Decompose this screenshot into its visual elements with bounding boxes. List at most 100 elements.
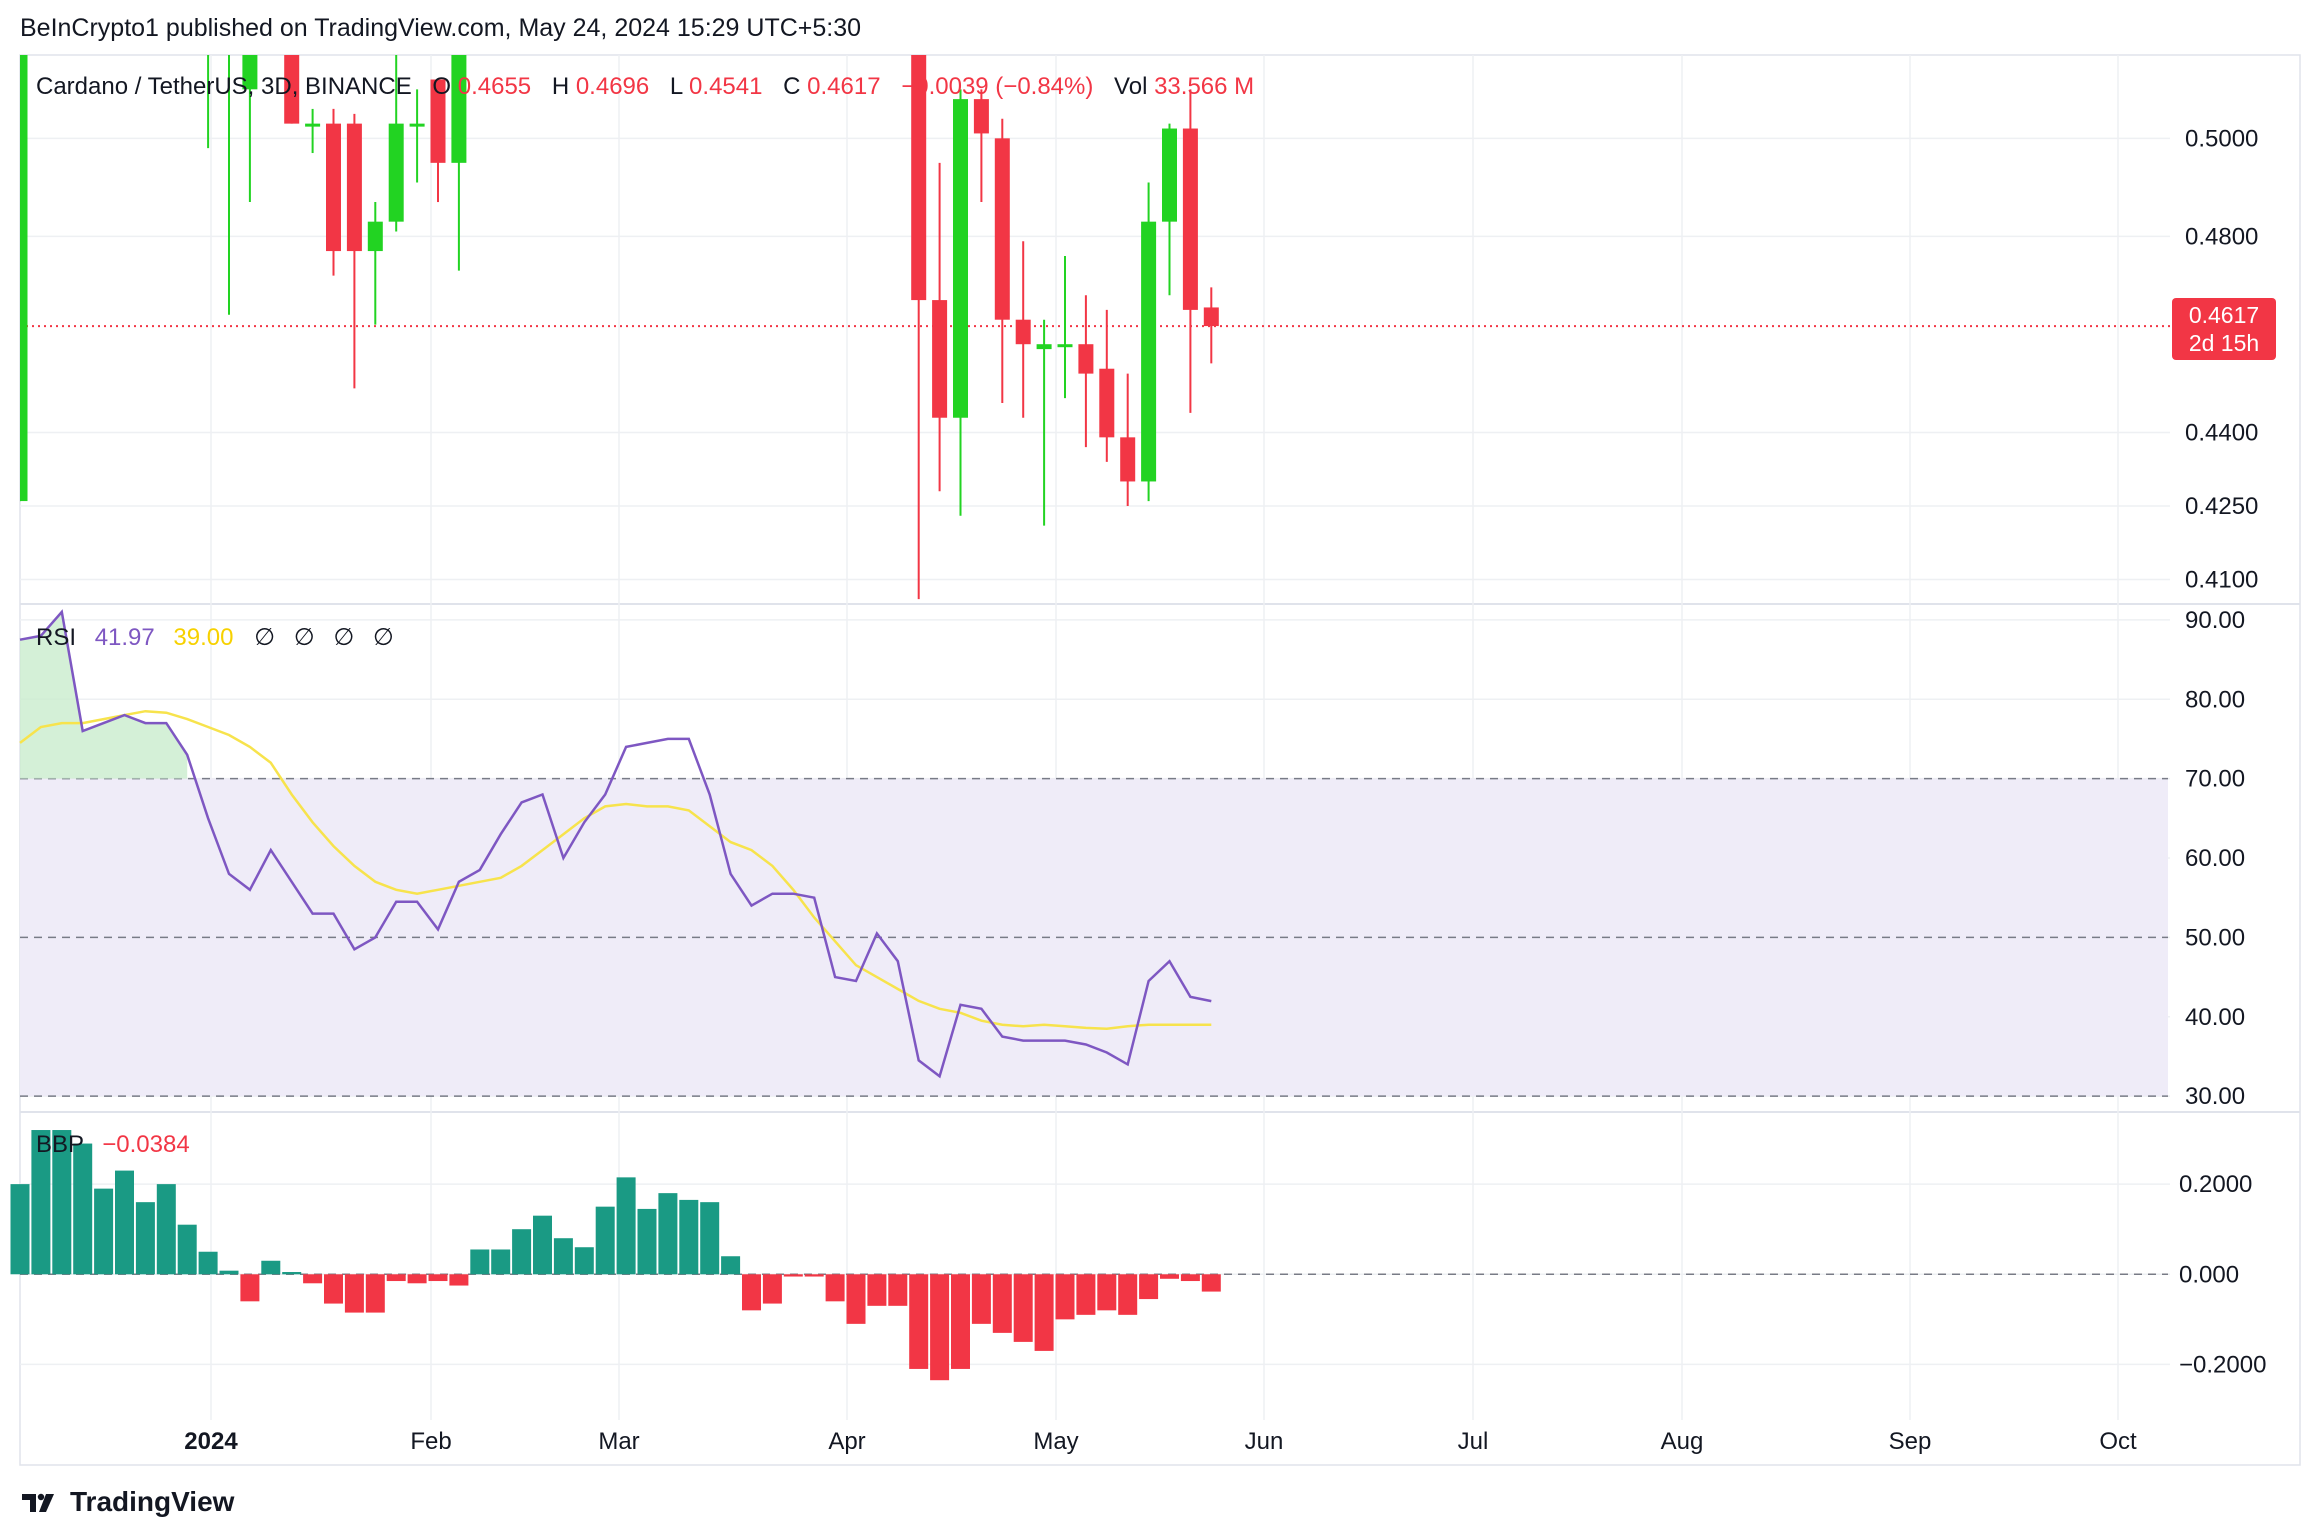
candle-body [1120, 437, 1136, 482]
bbp-bar [971, 1274, 991, 1324]
price-tick-label: 0.5000 [2185, 125, 2258, 152]
bbp-bar [1097, 1274, 1117, 1311]
candle-body [1162, 128, 1177, 222]
bbp-bar [261, 1260, 281, 1275]
x-tick-label: Jul [1458, 1428, 1489, 1455]
bbp-bar [344, 1274, 364, 1313]
bbp-bar [679, 1199, 699, 1275]
candlestick-series [20, 40, 1219, 600]
candle-body [1182, 128, 1198, 310]
current-price-tag: 0.4617 2d 15h [2172, 298, 2276, 360]
rsi-tick-label: 50.00 [2185, 924, 2245, 951]
legend-low-value: 0.4541 [689, 73, 762, 100]
bbp-bar [324, 1274, 343, 1304]
bbp-bar [888, 1274, 908, 1306]
bbp-bar [721, 1256, 741, 1275]
tradingview-logo[interactable]: TradingView [20, 1486, 234, 1518]
bbp-bar [825, 1274, 845, 1302]
price-tick-label: 0.4100 [2185, 566, 2258, 593]
price-tag-countdown: 2d 15h [2189, 330, 2259, 356]
rsi-overbought-fill [20, 611, 188, 779]
candle-body [284, 55, 300, 124]
candle-body [346, 123, 362, 252]
legend-high-value: 0.4696 [576, 73, 649, 100]
candle-body [409, 123, 425, 127]
legend-change: −0.0039 (−0.84%) [901, 73, 1093, 100]
candle-body [242, 55, 258, 90]
legend-low-label: L [670, 73, 683, 100]
bbp-legend: BBP −0.0384 [36, 1131, 190, 1158]
price-tag-background [2172, 298, 2276, 360]
main-legend: Cardano / TetherUS, 3D, BINANCE O 0.4655… [36, 73, 1254, 100]
chart-frame [19, 54, 2301, 1466]
candle-body [1036, 344, 1052, 350]
bbp-bar [52, 1130, 72, 1275]
bbp-bar [930, 1274, 950, 1381]
bbp-bar [762, 1274, 782, 1304]
bbp-bar [156, 1184, 176, 1275]
rsi-legend-value: 41.97 [95, 624, 155, 651]
tradingview-logo-icon [22, 1493, 54, 1512]
candle-body [932, 300, 948, 418]
bbp-bar [10, 1184, 30, 1275]
bbp-bar [658, 1193, 678, 1275]
bbp-bar [700, 1202, 720, 1275]
x-tick-label: Apr [828, 1428, 865, 1455]
price-tick-label: 0.4800 [2185, 223, 2258, 250]
bbp-legend-name: BBP [36, 1131, 84, 1158]
legend-symbol: Cardano / TetherUS, 3D, BINANCE [36, 73, 412, 100]
bbp-bar [867, 1274, 887, 1306]
bbp-bar [240, 1274, 260, 1302]
bbp-bar [470, 1249, 490, 1275]
candle-body [20, 55, 28, 502]
candle-body [1057, 344, 1073, 348]
rsi-tick-label: 40.00 [2185, 1004, 2245, 1031]
published-line: BeInCrypto1 published on TradingView.com… [20, 14, 862, 42]
bbp-tick-label: 0.000 [2179, 1261, 2239, 1288]
price-tag-value: 0.4617 [2189, 302, 2259, 328]
bbp-bar [428, 1274, 448, 1282]
price-tick-label: 0.4250 [2185, 493, 2258, 520]
candle-body [953, 99, 968, 418]
rsi-tick-label: 80.00 [2185, 686, 2245, 713]
legend-high-label: H [552, 73, 569, 100]
bbp-bar [804, 1274, 824, 1277]
bbp-tick-label: 0.2000 [2179, 1171, 2252, 1198]
tradingview-brand-text: TradingView [70, 1486, 235, 1517]
legend-close-label: C [783, 73, 800, 100]
bbp-bar [1055, 1274, 1075, 1320]
bbp-bar [1201, 1274, 1221, 1292]
bbp-bar [1034, 1274, 1054, 1351]
rsi-legend-extra-3: ∅ [333, 624, 354, 651]
bbp-bar [637, 1208, 657, 1275]
rsi-legend: RSI 41.97 39.00 ∅ ∅ ∅ ∅ [36, 624, 394, 651]
rsi-tick-label: 90.00 [2185, 607, 2245, 634]
x-tick-label: 2024 [184, 1428, 238, 1455]
rsi-legend-extra-2: ∅ [294, 624, 315, 651]
bbp-bar [846, 1274, 866, 1324]
candle-body [201, 40, 216, 43]
bbp-bar [533, 1215, 552, 1275]
grid [20, 55, 2170, 1420]
rsi-legend-name: RSI [36, 624, 76, 651]
x-tick-label: Mar [598, 1428, 639, 1455]
rsi-tick-label: 60.00 [2185, 845, 2245, 872]
bbp-bar [177, 1224, 197, 1275]
bbp-bar [303, 1274, 323, 1284]
candle-body [1141, 221, 1157, 482]
rsi-legend-ma-value: 39.00 [173, 624, 233, 651]
bbp-bar [491, 1249, 511, 1275]
bbp-bar [574, 1247, 594, 1275]
bbp-bar [198, 1251, 218, 1275]
bbp-bar [1118, 1274, 1138, 1315]
x-tick-label: Feb [410, 1428, 451, 1455]
candle-body [305, 123, 321, 127]
candle-body [973, 99, 989, 134]
rsi-legend-extra-4: ∅ [373, 624, 394, 651]
bbp-bar [282, 1272, 302, 1275]
bbp-bar [386, 1274, 406, 1282]
bbp-bar [94, 1188, 114, 1275]
x-tick-label: Aug [1661, 1428, 1704, 1455]
bbp-bar [219, 1270, 239, 1275]
